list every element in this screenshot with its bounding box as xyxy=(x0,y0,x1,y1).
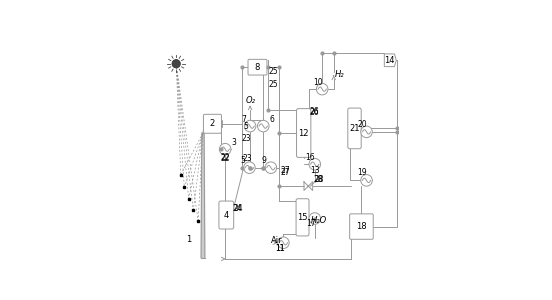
Text: 26: 26 xyxy=(310,107,319,116)
Circle shape xyxy=(316,83,328,95)
Circle shape xyxy=(309,213,321,224)
Text: 19: 19 xyxy=(358,169,367,178)
Text: 8: 8 xyxy=(255,63,260,72)
Circle shape xyxy=(172,60,181,68)
Text: 24: 24 xyxy=(232,204,242,213)
Text: H₂O: H₂O xyxy=(310,216,327,225)
Circle shape xyxy=(243,162,255,173)
FancyBboxPatch shape xyxy=(219,201,233,229)
Text: 27: 27 xyxy=(280,166,290,175)
Text: 15: 15 xyxy=(298,213,308,222)
FancyBboxPatch shape xyxy=(296,199,309,236)
Text: 21: 21 xyxy=(349,124,360,133)
FancyBboxPatch shape xyxy=(349,214,373,239)
Text: 20: 20 xyxy=(358,120,367,129)
Text: Air: Air xyxy=(271,236,283,244)
Text: O₂: O₂ xyxy=(246,96,256,105)
Text: 9: 9 xyxy=(262,156,267,165)
FancyBboxPatch shape xyxy=(204,114,221,133)
Text: 17: 17 xyxy=(306,219,316,228)
Text: 5: 5 xyxy=(241,156,246,165)
Text: 1: 1 xyxy=(187,235,192,244)
Circle shape xyxy=(309,158,321,170)
FancyBboxPatch shape xyxy=(248,59,267,75)
Text: 2: 2 xyxy=(210,119,215,128)
Text: 11: 11 xyxy=(275,244,284,253)
Circle shape xyxy=(361,126,372,138)
Text: 28: 28 xyxy=(315,175,325,184)
Polygon shape xyxy=(384,54,396,67)
Text: 18: 18 xyxy=(356,222,367,231)
Text: 24: 24 xyxy=(233,204,243,213)
Text: 25: 25 xyxy=(269,68,278,76)
Circle shape xyxy=(245,120,256,132)
Text: H₂: H₂ xyxy=(335,70,344,80)
Text: 11: 11 xyxy=(275,244,284,253)
Text: 27: 27 xyxy=(280,168,290,177)
Circle shape xyxy=(278,237,289,248)
Text: 4: 4 xyxy=(224,211,229,220)
Text: 26: 26 xyxy=(310,108,319,117)
Text: 13: 13 xyxy=(310,166,320,175)
Text: 5: 5 xyxy=(243,122,248,131)
Text: 22: 22 xyxy=(221,154,230,163)
Text: 6: 6 xyxy=(269,115,274,124)
Circle shape xyxy=(361,175,372,186)
Text: 12: 12 xyxy=(299,128,309,137)
Circle shape xyxy=(265,162,277,173)
Circle shape xyxy=(219,143,231,155)
Text: 23: 23 xyxy=(243,154,253,163)
Text: 22: 22 xyxy=(221,153,230,162)
Text: 23: 23 xyxy=(241,134,251,143)
Polygon shape xyxy=(201,133,205,258)
Text: 10: 10 xyxy=(313,78,323,87)
Text: 16: 16 xyxy=(306,153,315,162)
Circle shape xyxy=(257,120,269,132)
Circle shape xyxy=(307,185,309,187)
FancyBboxPatch shape xyxy=(348,108,361,149)
FancyBboxPatch shape xyxy=(296,109,311,158)
Text: 25: 25 xyxy=(269,80,278,89)
Text: 28: 28 xyxy=(314,175,323,184)
Text: 7: 7 xyxy=(242,115,246,124)
Text: 14: 14 xyxy=(384,56,395,65)
Text: 3: 3 xyxy=(231,139,236,148)
